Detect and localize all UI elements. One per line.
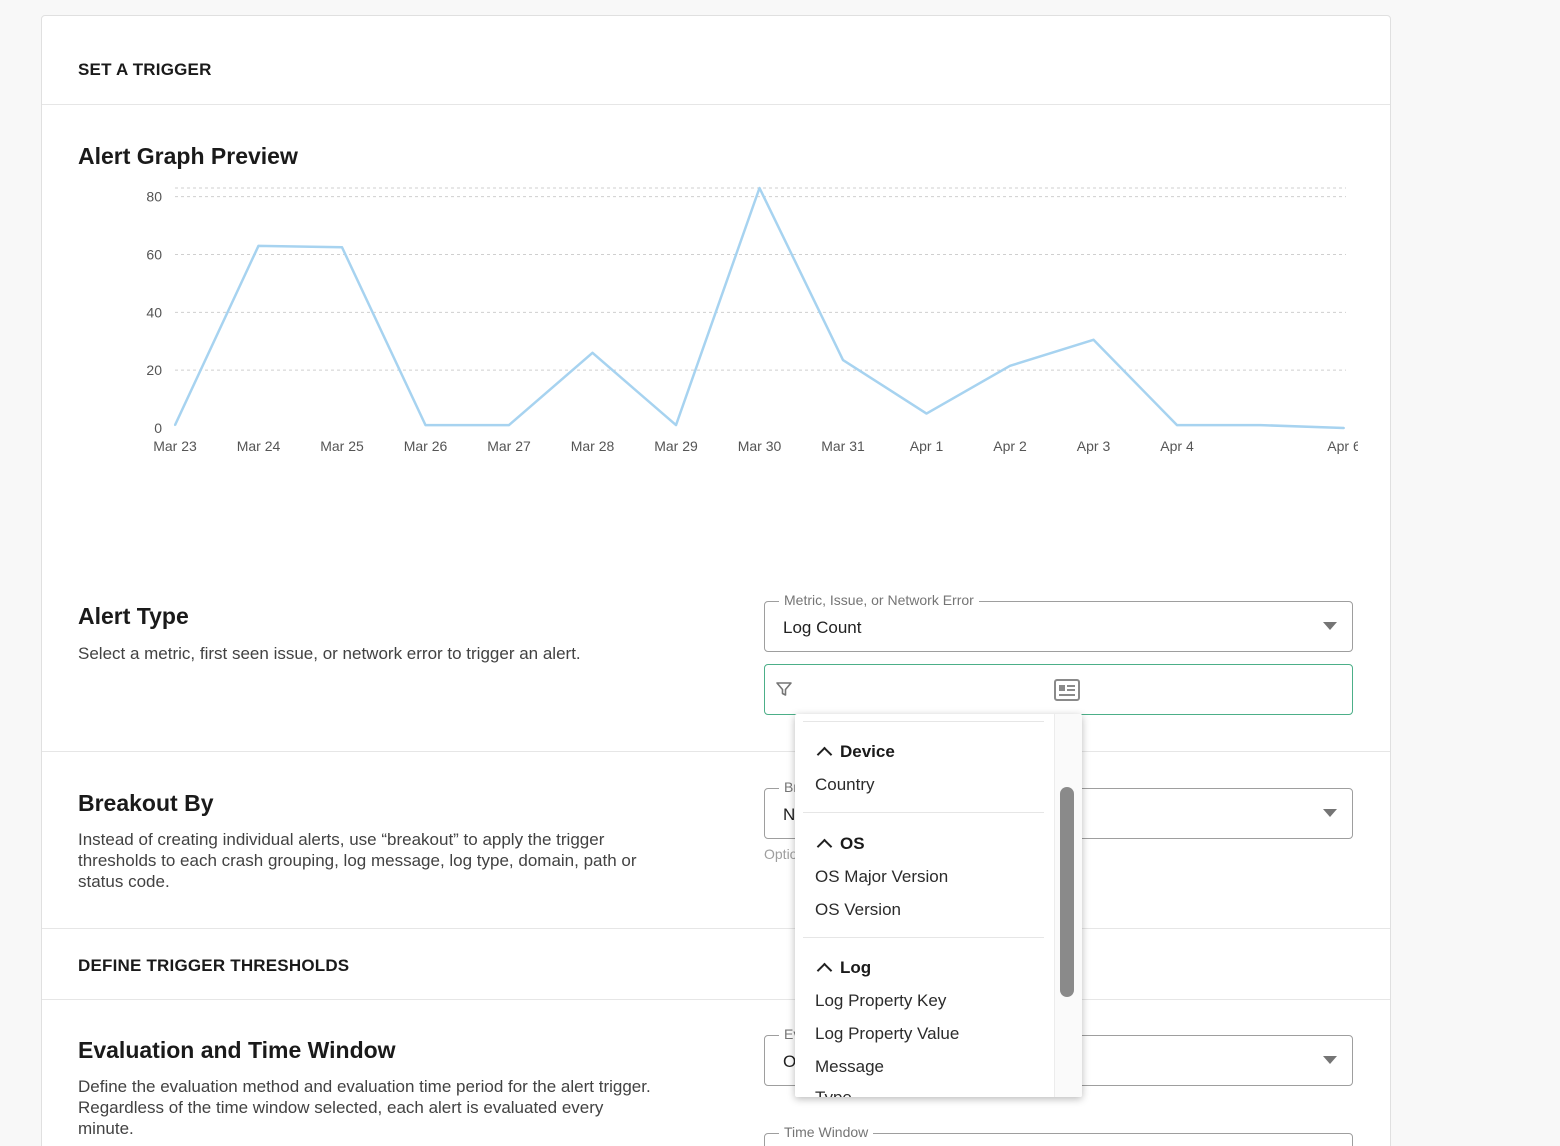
graph-preview-title: Alert Graph Preview <box>78 143 298 169</box>
x-tick-label: Mar 23 <box>153 438 197 454</box>
menu-item-os-major-version[interactable]: OS Major Version <box>815 867 949 886</box>
x-tick-label: Mar 29 <box>654 438 698 454</box>
data-point <box>174 424 176 427</box>
metric-select-label: Metric, Issue, or Network Error <box>779 592 979 608</box>
evaluation-select-value: O <box>783 1052 797 1071</box>
series-line <box>173 186 1345 430</box>
menu-group-log[interactable]: Log <box>815 958 872 979</box>
x-tick-label: Mar 26 <box>404 438 448 454</box>
data-point <box>1176 424 1178 427</box>
menu-scrollbar-track[interactable] <box>1054 714 1082 1097</box>
y-tick-label: 80 <box>146 189 162 205</box>
breakout-helper-text: Optio <box>764 846 798 862</box>
define-thresholds-header: DEFINE TRIGGER THRESHOLDS <box>42 928 1390 1000</box>
alert-type-title: Alert Type <box>78 603 189 629</box>
menu-item-log-property-value[interactable]: Log Property Value <box>815 1024 960 1043</box>
menu-divider <box>803 937 1044 938</box>
time-window-label: Time Window <box>779 1124 874 1140</box>
y-tick-label: 60 <box>146 247 162 263</box>
menu-group-device[interactable]: Device <box>815 742 895 763</box>
x-tick-label: Mar 27 <box>487 438 531 454</box>
metric-select[interactable]: Metric, Issue, or Network Error Log Coun… <box>764 592 1353 652</box>
data-point <box>758 187 761 189</box>
dimension-dropdown-menu[interactable]: Device Country OS OS Major Version OS Ve… <box>795 714 1082 1097</box>
data-point <box>341 246 343 249</box>
chevron-up-icon <box>816 962 833 979</box>
x-tick-label: Mar 24 <box>237 438 281 454</box>
x-tick-label: Apr 2 <box>993 438 1027 454</box>
data-point <box>424 424 427 427</box>
set-trigger-header: SET A TRIGGER <box>42 16 1390 105</box>
menu-group-label: OS <box>840 834 865 853</box>
data-point <box>508 424 510 427</box>
data-point <box>925 412 928 415</box>
x-tick-label: Apr 3 <box>1077 438 1111 454</box>
y-tick-label: 40 <box>146 304 162 320</box>
menu-item-country[interactable]: Country <box>815 775 875 794</box>
menu-item-log-property-key[interactable]: Log Property Key <box>815 991 947 1010</box>
chevron-up-icon <box>816 746 833 763</box>
menu-group-label: Device <box>840 742 895 761</box>
menu-item-type[interactable]: Type <box>815 1088 852 1097</box>
evaluation-title: Evaluation and Time Window <box>78 1037 396 1063</box>
chevron-up-icon <box>816 838 833 855</box>
filter-icon <box>776 682 792 696</box>
chevron-down-icon <box>1323 1056 1337 1064</box>
alert-graph: 0 20 40 60 80 Mar 23 Mar 24 Mar 25 Mar 26 Mar 27 M… <box>78 180 1358 470</box>
breakout-select-value: N <box>783 805 796 824</box>
breakout-title: Breakout By <box>78 790 214 816</box>
id-card-icon[interactable] <box>1054 679 1080 701</box>
divider <box>42 751 1390 752</box>
x-tick-label: Apr 6 <box>1327 438 1358 454</box>
x-tick-label: Mar 25 <box>320 438 364 454</box>
metric-select-value: Log Count <box>783 618 862 637</box>
x-tick-label: Mar 31 <box>821 438 865 454</box>
menu-divider <box>803 721 1044 722</box>
data-point <box>1092 338 1095 341</box>
x-tick-label: Apr 4 <box>1160 438 1194 454</box>
time-window-select[interactable]: Time Window <box>764 1124 1353 1146</box>
menu-scrollbar-thumb[interactable] <box>1060 787 1074 997</box>
y-tick-label: 20 <box>146 362 162 378</box>
menu-group-label: Log <box>840 958 872 977</box>
trigger-card: SET A TRIGGER Alert Graph Preview DEFINE… <box>41 15 1391 1146</box>
filter-input[interactable] <box>764 664 1353 715</box>
x-tick-label: Mar 30 <box>738 438 782 454</box>
data-point <box>1343 427 1345 429</box>
alert-type-description: Select a metric, first seen issue, or ne… <box>78 644 581 663</box>
data-point <box>1009 364 1011 367</box>
evaluation-description: Define the evaluation method and evaluat… <box>78 1077 651 1138</box>
menu-group-os[interactable]: OS <box>815 834 865 855</box>
x-tick-label: Apr 1 <box>910 438 944 454</box>
data-point <box>1259 424 1262 427</box>
menu-item-message[interactable]: Message <box>815 1057 884 1076</box>
alert-graph-svg: 0 20 40 60 80 Mar 23 Mar 24 Mar 25 Mar 26 Mar 27 M… <box>146 186 1358 454</box>
menu-divider <box>803 812 1044 813</box>
data-point <box>842 359 844 362</box>
data-point <box>675 424 677 427</box>
data-point <box>591 351 594 354</box>
set-trigger-heading: SET A TRIGGER <box>78 60 212 79</box>
menu-item-os-version[interactable]: OS Version <box>815 900 901 919</box>
define-thresholds-heading: DEFINE TRIGGER THRESHOLDS <box>78 956 350 975</box>
y-tick-label: 0 <box>154 420 162 436</box>
chevron-down-icon <box>1323 809 1337 817</box>
x-tick-label: Mar 28 <box>571 438 615 454</box>
chevron-down-icon <box>1323 622 1337 630</box>
data-point <box>257 244 260 247</box>
breakout-description: Instead of creating individual alerts, u… <box>78 830 637 891</box>
